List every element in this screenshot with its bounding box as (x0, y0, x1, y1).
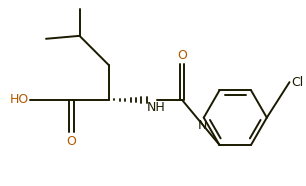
Text: Cl: Cl (291, 76, 304, 89)
Text: O: O (177, 49, 187, 62)
Text: NH: NH (147, 101, 165, 114)
Text: HO: HO (10, 93, 29, 106)
Text: N: N (198, 119, 207, 132)
Text: O: O (67, 135, 76, 148)
